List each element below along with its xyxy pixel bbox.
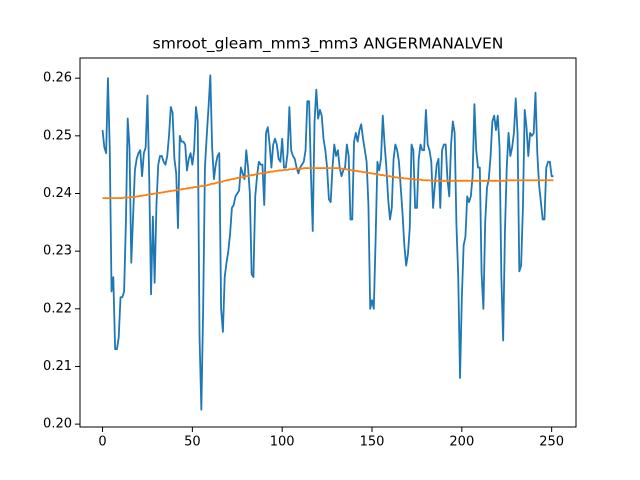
- x-tick-label: 50: [184, 435, 201, 450]
- line-series: [101, 74, 554, 411]
- y-tick-label: 0.26: [43, 71, 72, 86]
- y-tick-label: 0.22: [43, 301, 72, 316]
- x-tick-label: 250: [539, 435, 564, 450]
- y-tick-label: 0.25: [43, 128, 72, 143]
- y-tick-label: 0.20: [43, 417, 72, 432]
- line-series: [102, 167, 554, 199]
- x-tick-label: 200: [449, 435, 474, 450]
- y-tick-label: 0.24: [43, 186, 72, 201]
- x-tick-label: 150: [360, 435, 385, 450]
- y-tick-label: 0.21: [43, 359, 72, 374]
- chart-title: smroot_gleam_mm3_mm3 ANGERMANALVEN: [153, 35, 504, 54]
- y-tick-label: 0.23: [43, 244, 72, 259]
- plot-frame: [79, 57, 577, 428]
- x-tick-label: 0: [98, 435, 106, 450]
- x-tick-label: 100: [270, 435, 295, 450]
